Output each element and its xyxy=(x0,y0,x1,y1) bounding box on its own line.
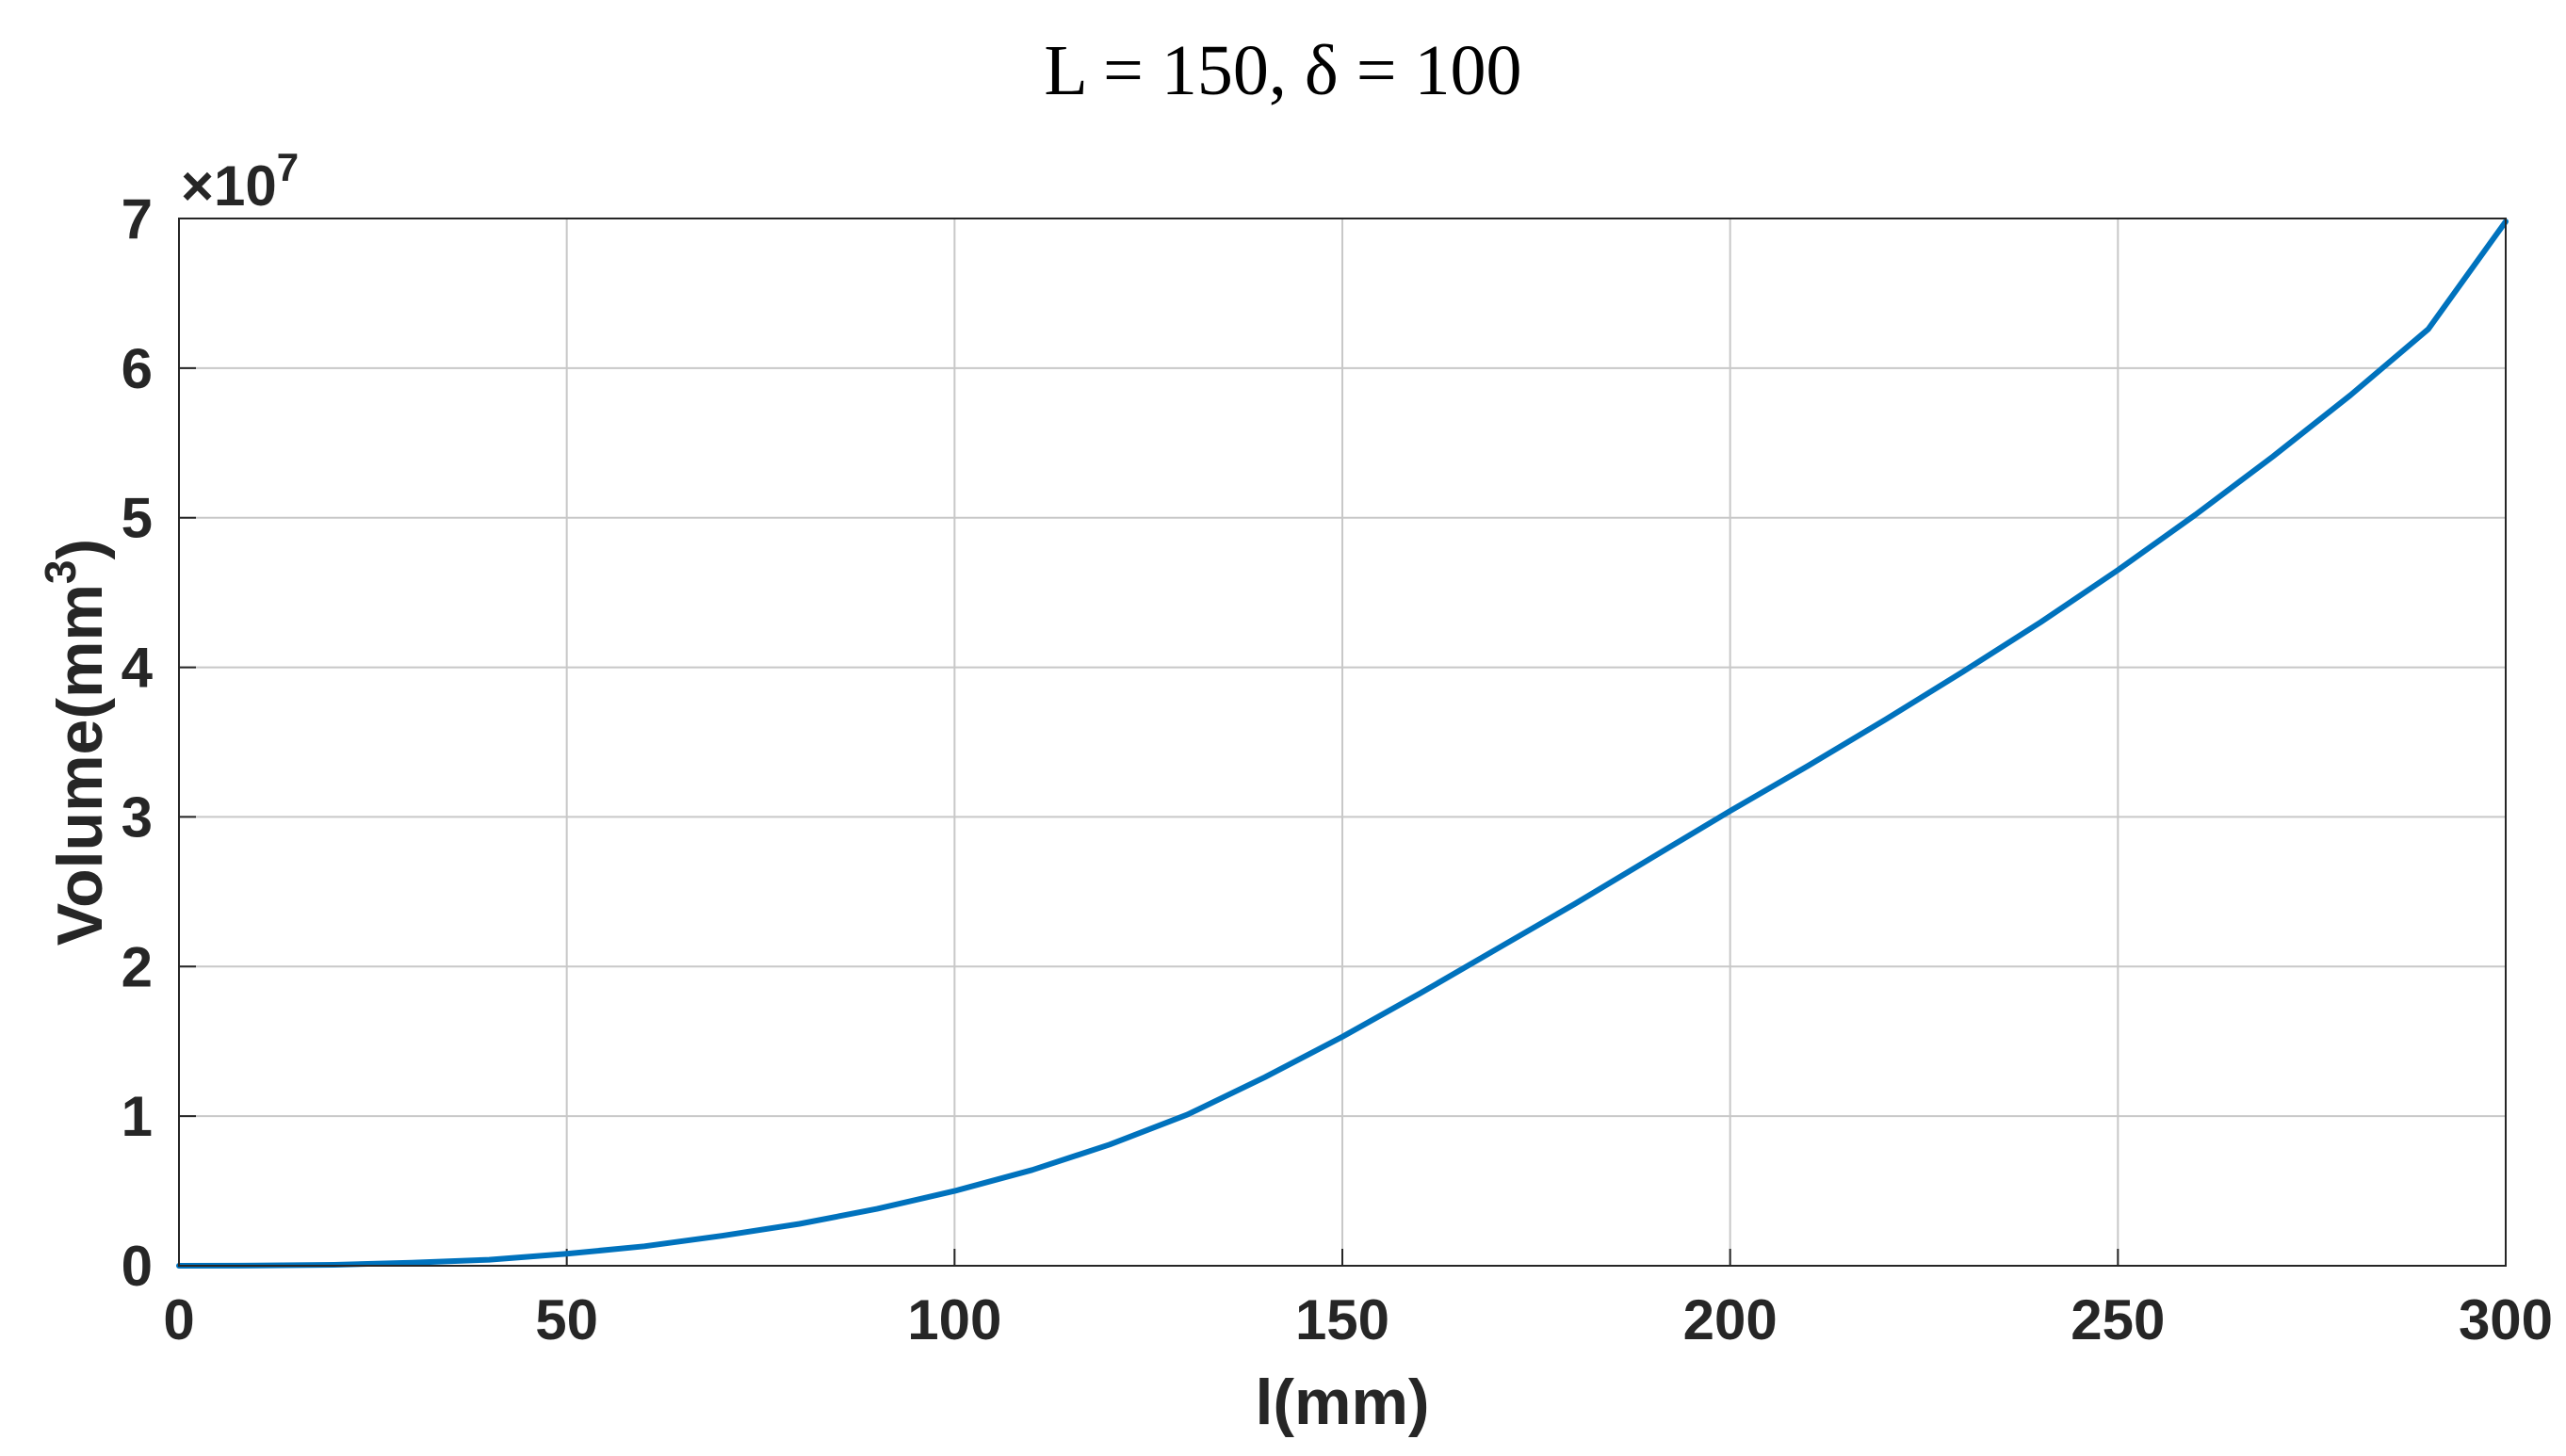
y-tick-label: 6 xyxy=(122,337,153,400)
x-tick-label: 0 xyxy=(163,1288,194,1351)
y-multiplier-base: ×10 xyxy=(181,154,277,218)
y-axis-label-main: Volume(mm xyxy=(44,584,116,946)
y-tick-label: 4 xyxy=(122,637,154,700)
y-tick-label: 1 xyxy=(122,1085,153,1148)
y-axis-label-superscript: 3 xyxy=(36,559,85,584)
y-axis-label-suffix: ) xyxy=(44,539,116,560)
y-multiplier: ×107 xyxy=(181,145,299,218)
y-multiplier-exponent: 7 xyxy=(277,145,299,189)
x-tick-label: 150 xyxy=(1295,1288,1389,1351)
plot-frame xyxy=(178,218,2507,1267)
y-axis-label: Volume(mm3) xyxy=(36,539,116,946)
y-tick-labels: 0 1 2 3 4 5 6 7 xyxy=(122,187,154,1298)
series-layer xyxy=(176,218,2509,1269)
y-tick-label: 7 xyxy=(122,187,153,251)
x-tick-labels: 0 50 100 150 200 250 300 xyxy=(163,1288,2553,1351)
y-tick-label: 5 xyxy=(122,487,153,550)
x-axis-label: l(mm) xyxy=(1255,1367,1429,1438)
series-line-0 xyxy=(176,218,2509,1269)
x-tick-label: 100 xyxy=(907,1288,1001,1351)
y-tick-label: 3 xyxy=(122,785,153,849)
y-tick-label: 2 xyxy=(122,935,153,998)
x-tick-label: 50 xyxy=(535,1288,598,1351)
x-tick-label: 250 xyxy=(2071,1288,2165,1351)
x-tick-label: 200 xyxy=(1683,1288,1778,1351)
y-tick-label: 0 xyxy=(122,1235,153,1298)
x-tick-label: 300 xyxy=(2459,1288,2553,1351)
chart-title: L = 150, δ = 100 xyxy=(1044,31,1521,110)
